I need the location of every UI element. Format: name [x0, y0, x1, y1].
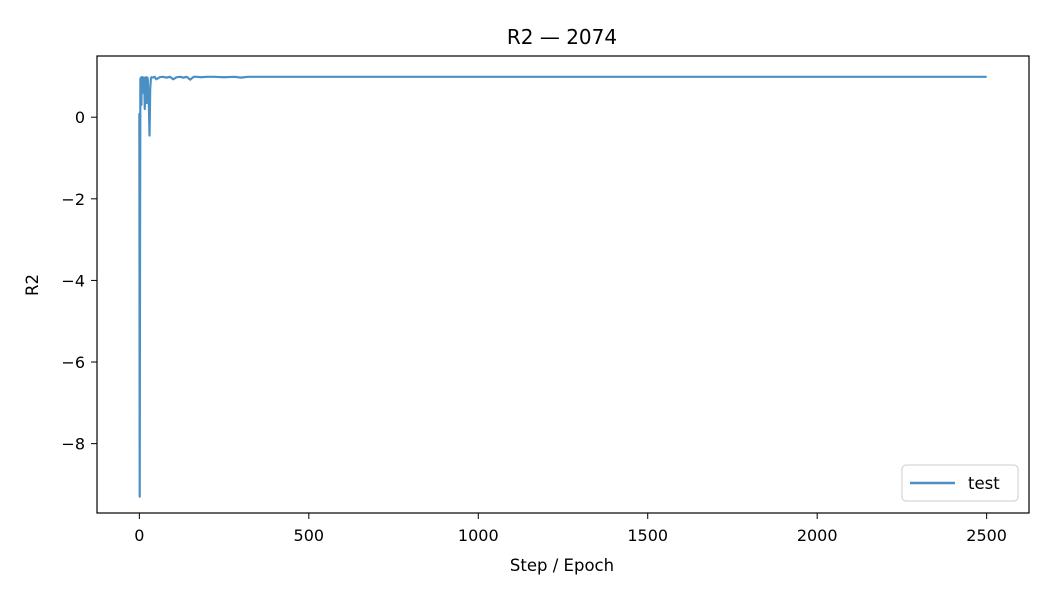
series-line-test [138, 75, 987, 498]
x-tick-label: 2500 [966, 526, 1007, 545]
legend: test [901, 464, 1019, 502]
x-tick-label: 2000 [797, 526, 838, 545]
plot-area [138, 75, 987, 498]
legend-label: test [968, 474, 1000, 493]
plot-frame [96, 55, 1030, 514]
y-tick-label: −4 [61, 271, 85, 290]
x-tick-label: 500 [294, 526, 325, 545]
y-tick-label: −8 [61, 435, 85, 454]
x-tick-label: 1500 [627, 526, 668, 545]
x-axis-label: Step / Epoch [510, 556, 614, 575]
y-tick-label: −2 [61, 190, 85, 209]
chart-title: R2 — 2074 [507, 25, 617, 49]
y-axis-label: R2 [23, 274, 42, 296]
legend-box [901, 464, 1019, 502]
x-axis: 0 500 1000 1500 2000 2500 [134, 513, 1007, 545]
x-tick-label: 1000 [458, 526, 499, 545]
x-tick-label: 0 [134, 526, 144, 545]
y-axis: 0 −2 −4 −6 −8 [61, 108, 97, 454]
y-tick-label: 0 [75, 108, 85, 127]
y-tick-label: −6 [61, 353, 85, 372]
